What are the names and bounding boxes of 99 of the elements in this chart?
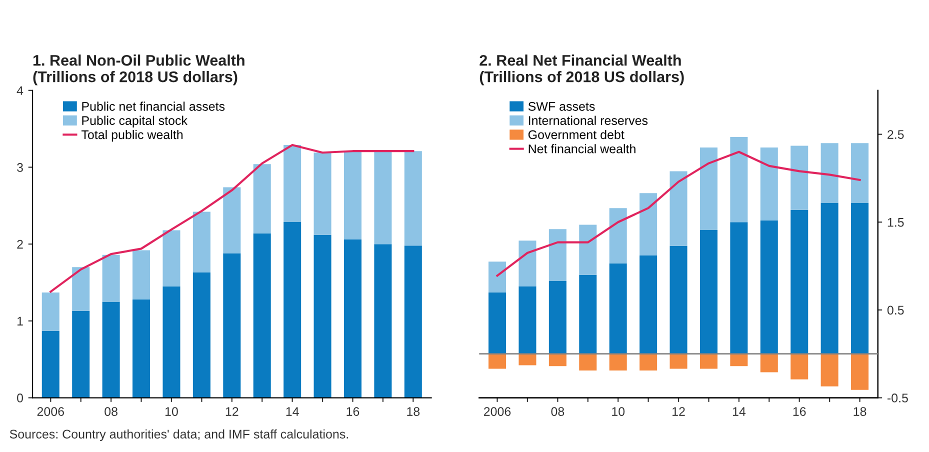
bar xyxy=(488,262,506,292)
bar xyxy=(548,354,566,366)
bar xyxy=(518,354,536,366)
x-tick-label: 16 xyxy=(346,407,360,416)
bar xyxy=(730,354,748,366)
chart-title: 1. Real Non-Oil Public Wealth (Trillions of 2018 US dollars) xyxy=(33,54,244,86)
x-tick-label: 18 xyxy=(854,407,866,416)
x-tick-label: 10 xyxy=(612,407,625,416)
bar xyxy=(609,208,627,264)
y-tick-label: 4 xyxy=(16,86,24,95)
bar xyxy=(820,143,838,203)
bar xyxy=(488,354,506,369)
legend-label: Public capital stock xyxy=(82,116,188,128)
y-tick-label: 1 xyxy=(17,316,23,326)
bar xyxy=(488,292,506,354)
x-tick-label: 2006 xyxy=(37,407,64,416)
bar xyxy=(223,187,241,254)
bar xyxy=(284,222,302,398)
bar xyxy=(730,136,748,222)
legend-label: International reserves xyxy=(528,116,648,125)
bar xyxy=(374,151,392,244)
bar xyxy=(102,302,120,398)
legend-label: Total public wealth xyxy=(81,130,183,142)
bar xyxy=(192,212,210,273)
bar xyxy=(730,222,748,354)
x-tick-label: 12 xyxy=(672,407,685,416)
bar xyxy=(518,240,536,286)
x-tick-label: 14 xyxy=(286,407,299,416)
bar xyxy=(851,354,869,390)
bar xyxy=(760,220,778,354)
bar xyxy=(344,239,362,398)
bar xyxy=(284,144,302,222)
bar xyxy=(404,151,422,246)
bar xyxy=(132,250,150,300)
bar xyxy=(404,246,422,398)
bar xyxy=(253,164,271,234)
x-tick-label: 14 xyxy=(732,407,746,416)
legend-label: Government debt xyxy=(528,130,624,140)
bar xyxy=(851,202,869,354)
bar xyxy=(640,255,658,354)
bar xyxy=(42,330,60,398)
line-series xyxy=(50,144,414,293)
bar xyxy=(344,151,362,240)
y2-tick-label: -0.5 xyxy=(887,394,908,402)
bar xyxy=(548,280,566,354)
bar xyxy=(760,147,778,220)
y2-tick-label: 0.5 xyxy=(887,306,904,315)
bar xyxy=(162,230,180,286)
chart-title: 2. Real Net Financial Wealth (Trillions of 2018 US dollars) xyxy=(480,54,684,86)
bar xyxy=(102,254,120,302)
legend-label: Public net financial assets xyxy=(82,102,225,111)
y-tick-label: 2 xyxy=(17,240,23,249)
bar xyxy=(314,152,332,235)
bar xyxy=(700,354,718,369)
bar xyxy=(223,253,241,398)
legend-label: Net financial wealth xyxy=(528,144,636,154)
bar xyxy=(253,233,271,398)
x-tick-label: 16 xyxy=(793,407,806,416)
x-tick-label: 18 xyxy=(407,407,420,416)
bar xyxy=(579,224,597,275)
x-tick-label: 08 xyxy=(551,407,564,416)
bar xyxy=(760,354,778,372)
bar xyxy=(609,354,627,371)
bar xyxy=(609,263,627,354)
bar xyxy=(640,354,658,371)
y-tick-label: 3 xyxy=(17,163,23,172)
legend-label: SWF assets xyxy=(528,102,595,111)
y2-tick-label: 2.5 xyxy=(888,130,904,139)
bar xyxy=(670,171,688,246)
bar xyxy=(820,354,838,386)
source-note: Sources: Country authorities' data; and IMF staff calculations. xyxy=(10,429,348,442)
bar xyxy=(162,286,180,398)
bar xyxy=(374,244,392,398)
bar xyxy=(132,299,150,398)
bar xyxy=(851,143,869,203)
bar xyxy=(579,354,597,371)
bar xyxy=(640,193,658,256)
x-tick-label: 2006 xyxy=(484,407,511,416)
bar xyxy=(579,274,597,354)
bar xyxy=(790,146,808,210)
bar xyxy=(72,267,90,311)
bar xyxy=(700,147,718,230)
bar xyxy=(790,354,808,380)
bar xyxy=(72,310,90,398)
x-tick-label: 08 xyxy=(104,407,118,416)
y2-tick-label: 1.5 xyxy=(888,218,904,227)
y-tick-label: 0 xyxy=(17,394,23,402)
bar xyxy=(700,230,718,354)
bar xyxy=(790,210,808,354)
bar xyxy=(670,354,688,369)
bar xyxy=(314,234,332,398)
x-tick-label: 12 xyxy=(226,407,238,416)
x-tick-label: 10 xyxy=(165,407,178,416)
bar xyxy=(820,202,838,354)
bar xyxy=(192,272,210,398)
bar xyxy=(548,229,566,281)
bar xyxy=(518,286,536,354)
bar xyxy=(670,246,688,354)
bar xyxy=(42,292,60,331)
